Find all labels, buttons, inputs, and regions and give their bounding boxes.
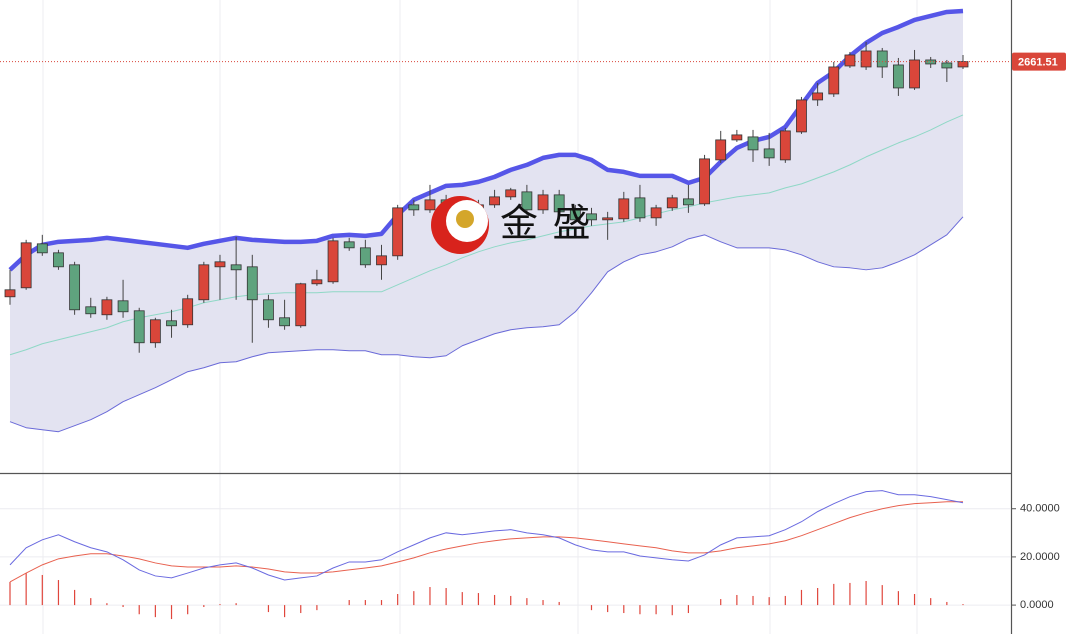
candle-body <box>36 243 48 254</box>
candle-body <box>876 50 888 68</box>
candle-body <box>359 247 371 266</box>
y-tick-label: 40.0000 <box>1020 503 1060 515</box>
candle-body <box>20 242 32 289</box>
candle-body <box>133 310 145 344</box>
candle-body <box>796 99 807 133</box>
candle-body <box>263 299 274 321</box>
candle-body <box>586 213 597 221</box>
candle-body <box>246 266 258 301</box>
candle-body <box>634 197 646 219</box>
candle-body <box>392 207 404 257</box>
candle-body <box>731 134 743 141</box>
candle-body <box>844 54 856 67</box>
candle-body <box>569 209 581 221</box>
candle-body <box>149 319 161 344</box>
candle-body <box>699 158 710 205</box>
candle-body <box>327 240 339 283</box>
dea-line <box>9 501 963 583</box>
candle-body <box>295 283 307 327</box>
candle-body <box>747 136 759 151</box>
candle-body <box>941 62 953 69</box>
candle-body <box>376 255 387 266</box>
candle-body <box>666 197 678 209</box>
candle-body <box>763 148 775 159</box>
candle-body <box>408 204 420 211</box>
candle-body <box>537 194 549 211</box>
y-tick-label: 0.0000 <box>1020 599 1054 611</box>
lower-band <box>9 216 964 433</box>
candle-body <box>424 199 436 211</box>
candle-body <box>117 300 129 313</box>
price-label: 2661.51 <box>1018 56 1058 68</box>
candle-body <box>505 189 517 198</box>
candle-body <box>198 264 210 301</box>
candle-body <box>166 320 177 327</box>
candle-body <box>715 139 727 161</box>
logo <box>431 196 489 254</box>
candle-body <box>521 191 533 211</box>
candle-body <box>4 289 16 298</box>
candle-body <box>812 92 824 101</box>
candle-body <box>618 198 630 220</box>
candle-body <box>69 264 81 311</box>
candle-body <box>230 264 242 271</box>
candle-body <box>182 298 194 326</box>
candle-body <box>101 299 113 316</box>
candle-body <box>909 59 920 89</box>
candle-body <box>828 66 840 95</box>
candle-body <box>602 217 614 221</box>
candle-body <box>489 196 500 206</box>
price-tag <box>1012 52 1066 71</box>
dif-line <box>9 490 964 581</box>
candle-body <box>892 64 904 89</box>
candle-body <box>779 130 791 161</box>
logo-ball <box>456 210 474 228</box>
candle-body <box>860 50 872 68</box>
candle-body <box>683 198 694 206</box>
candle-body <box>650 207 662 219</box>
macd-panel <box>0 490 1010 620</box>
y-tick-label: 20.0000 <box>1020 551 1060 563</box>
candle-body <box>214 261 226 268</box>
candle-body <box>311 279 323 285</box>
candle-body <box>53 252 64 268</box>
watermark: 金 盛 <box>500 203 593 245</box>
candle-body <box>279 317 290 327</box>
middle-band <box>9 114 964 356</box>
candle-body <box>343 241 355 249</box>
candle-body <box>957 61 969 68</box>
candle-body <box>85 306 97 315</box>
candle-body <box>553 194 565 213</box>
